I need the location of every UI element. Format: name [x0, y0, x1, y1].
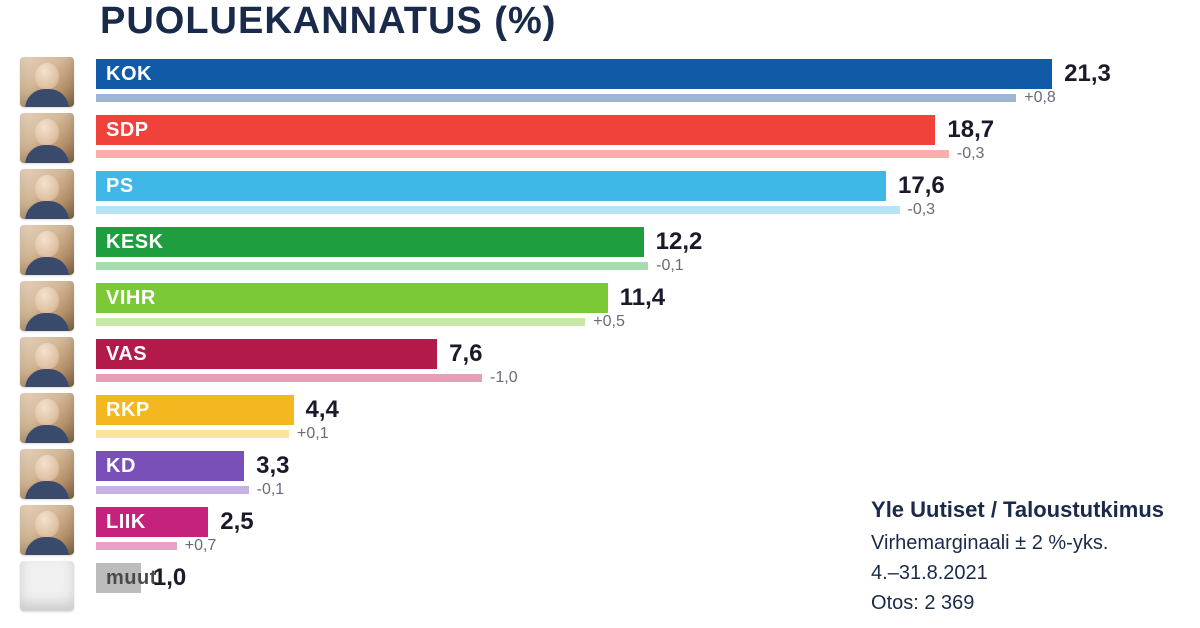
party-row-vas: VAS 7,6 -1,0: [20, 337, 1200, 387]
previous-bar: [96, 430, 289, 438]
change-value: +0,7: [185, 537, 217, 555]
party-bar: VAS: [96, 339, 437, 369]
previous-bar: [96, 542, 177, 550]
party-bar: KESK: [96, 227, 644, 257]
party-bar: VIHR: [96, 283, 608, 313]
source-line: Otos: 2 369: [871, 588, 1164, 618]
leader-avatar: [20, 281, 74, 331]
party-value: 3,3: [256, 452, 289, 480]
previous-bar: [96, 150, 949, 158]
party-value: 12,2: [656, 228, 703, 256]
party-row-vihr: VIHR 11,4+0,5: [20, 281, 1200, 331]
party-row-ps: PS 17,6-0,3: [20, 169, 1200, 219]
party-row-kesk: KESK 12,2-0,1: [20, 225, 1200, 275]
change-value: +0,8: [1024, 89, 1056, 107]
party-value: 7,6: [449, 340, 482, 368]
leader-avatar: [20, 225, 74, 275]
change-value: -0,3: [908, 201, 936, 219]
party-value: 21,3: [1064, 60, 1111, 88]
previous-bar: [96, 486, 249, 494]
party-value: 18,7: [947, 116, 994, 144]
leader-avatar: [20, 337, 74, 387]
party-row-sdp: SDP 18,7-0,3: [20, 113, 1200, 163]
party-row-rkp: RKP 4,4+0,1: [20, 393, 1200, 443]
party-bar: PS: [96, 171, 886, 201]
previous-bar: [96, 262, 648, 270]
party-bar: LIIK: [96, 507, 208, 537]
previous-bar: [96, 94, 1016, 102]
party-value: 1,0: [153, 564, 186, 592]
source-line: Virhemarginaali ± 2 %-yks.: [871, 528, 1164, 558]
previous-bar: [96, 374, 482, 382]
change-value: -0,1: [257, 481, 285, 499]
party-bar: KD: [96, 451, 244, 481]
leader-avatar: [20, 449, 74, 499]
change-value: +0,5: [593, 313, 625, 331]
party-row-kd: KD 3,3-0,1: [20, 449, 1200, 499]
change-value: +0,1: [297, 425, 329, 443]
party-bar: KOK: [96, 59, 1052, 89]
leader-avatar: [20, 113, 74, 163]
party-bar: SDP: [96, 115, 935, 145]
leader-avatar: [20, 393, 74, 443]
party-bar: muut: [96, 563, 141, 593]
party-value: 11,4: [620, 284, 665, 312]
change-value: -0,1: [656, 257, 684, 275]
source-info: Yle Uutiset / Taloustutkimus Virhemargin…: [871, 493, 1164, 618]
party-value: 17,6: [898, 172, 945, 200]
previous-bar: [96, 206, 900, 214]
previous-bar: [96, 318, 585, 326]
party-bar: RKP: [96, 395, 294, 425]
leader-avatar: [20, 561, 74, 611]
party-value: 2,5: [220, 508, 253, 536]
source-title: Yle Uutiset / Taloustutkimus: [871, 493, 1164, 526]
party-row-kok: KOK 21,3 +0,8: [20, 57, 1200, 107]
chart-title: PUOLUEKANNATUS (%): [0, 0, 1200, 57]
change-value: -0,3: [957, 145, 985, 163]
party-value: 4,4: [306, 396, 339, 424]
source-line: 4.–31.8.2021: [871, 558, 1164, 588]
leader-avatar: [20, 169, 74, 219]
leader-avatar: [20, 57, 74, 107]
change-value: -1,0: [490, 369, 518, 387]
leader-avatar: [20, 505, 74, 555]
